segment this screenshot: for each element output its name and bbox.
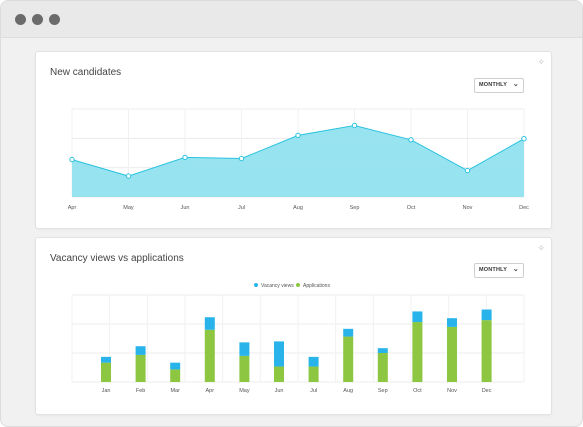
period-select[interactable]: MONTHLY ⌄ [474,263,524,278]
bar-segment [377,348,388,353]
vacancy-views-card: Vacancy views vs applications ✧ MONTHLY … [35,237,552,415]
x-tick-label: Jun [181,205,190,211]
bar-segment [377,353,388,382]
data-point [295,132,301,139]
bar-segment [239,355,250,382]
x-tick-label: Aug [293,205,303,211]
card-title: Vacancy views vs applications [50,253,184,264]
vacancy-views-chart: Jan Feb Mar Apr May Jun Jul Aug Sep Oct Nov Dec Vaca… [71,283,525,394]
x-tick-label: Feb [136,388,145,394]
bar-segment [101,362,111,382]
data-point [521,136,527,142]
data-point [351,122,358,129]
legend-marker [296,283,300,287]
legend-label: Applications [303,283,330,289]
bar-segment [204,317,215,330]
bar-segment [412,322,423,382]
x-tick-label: Sep [350,205,360,211]
card-title: New candidates [50,67,122,78]
bar-segment [170,369,181,382]
legend-label: Vacancy views [261,283,294,289]
window-maximize-dot[interactable] [49,14,60,25]
bar-segment [447,318,457,327]
bar-segment [204,329,215,382]
x-tick-label: Nov [447,388,457,394]
data-point [125,173,132,179]
x-tick-label: Dec [482,388,492,394]
x-tick-label: Apr [68,205,77,211]
bar-segment [343,328,354,337]
period-select-value: MONTHLY [479,267,508,273]
bar-segment [447,326,457,382]
x-tick-label: Mar [170,388,180,394]
x-tick-label: Oct [413,388,422,394]
bar-segment [481,320,492,382]
bar-segment [308,356,319,367]
period-select-value: MONTHLY [479,82,508,88]
x-tick-label: Dec [519,205,529,211]
window-titlebar [1,1,582,38]
bar-segment [101,356,111,363]
bar-segment [274,341,284,367]
bar-segment [239,342,250,356]
chevron-down-icon: ⌄ [512,266,519,273]
bar-segment [481,309,492,321]
data-point [238,155,245,162]
bar-segment [170,362,181,370]
data-point [69,156,75,163]
x-tick-label: May [123,205,134,211]
bar-segment [412,311,423,323]
chevron-down-icon: ⌄ [512,81,519,88]
bar-segment [274,366,284,382]
x-tick-label: Jun [275,388,284,394]
x-tick-label: Jul [310,388,317,394]
x-tick-label: Sep [378,388,388,394]
settings-icon[interactable]: ✧ [537,243,545,253]
bar-segment [135,346,146,355]
new-candidates-chart: Apr May Jun Jul Aug Sep Oct Nov Dec [68,108,529,211]
legend-marker [254,283,258,287]
x-tick-label: Nov [463,205,473,211]
new-candidates-card: New candidates ✧ MONTHLY ⌄ Apr May Jun Jul A… [35,51,552,229]
data-point [182,154,188,161]
bar-segment [135,354,146,382]
window-close-dot[interactable] [15,14,26,25]
x-tick-label: Jan [102,388,111,394]
window-minimize-dot[interactable] [32,14,43,25]
bar-segment [343,336,354,382]
x-tick-label: Oct [407,205,416,211]
bar-segment [308,366,319,382]
x-tick-label: May [239,388,250,394]
settings-icon[interactable]: ✧ [537,57,545,67]
data-point [464,167,471,174]
x-tick-label: Apr [206,388,215,394]
x-tick-label: Jul [238,205,245,211]
x-tick-label: Aug [343,388,353,394]
period-select[interactable]: MONTHLY ⌄ [474,78,524,93]
data-point [408,137,414,143]
area-fill [72,125,524,197]
